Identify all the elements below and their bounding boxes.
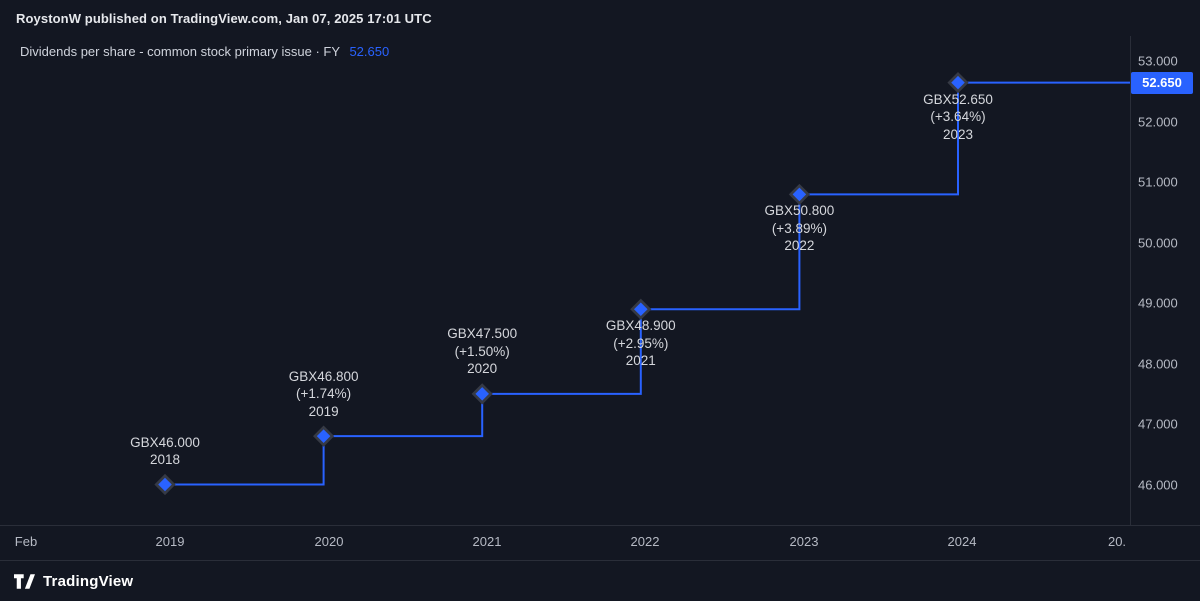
price-tick-53.000: 53.000 [1138, 53, 1178, 69]
data-point-marker-2022[interactable] [788, 183, 811, 206]
series-current-value: 52.650 [349, 44, 390, 59]
price-axis-separator [1130, 36, 1131, 525]
marker-diamond [316, 429, 331, 443]
point-label-2018: GBX46.000 2018 [130, 434, 200, 468]
marker-diamond [792, 187, 807, 202]
price-tick-47.000: 47.000 [1138, 416, 1178, 432]
price-tick-51.000: 51.000 [1138, 174, 1178, 190]
price-tick-50.000: 50.000 [1138, 235, 1178, 251]
footer-bar: TradingView [0, 561, 1200, 601]
time-tick-2023: 2023 [789, 534, 819, 549]
marker-diamond [475, 387, 489, 401]
data-point-marker-2018[interactable] [154, 473, 176, 496]
time-tick-2021: 2021 [472, 534, 502, 549]
attribution-bar: RoystonW published on TradingView.com, J… [0, 0, 1200, 36]
point-label-2021: GBX48.900 (+2.95%) 2021 [605, 318, 676, 369]
data-point-marker-2020[interactable] [471, 383, 493, 405]
time-tick-Feb: Feb [14, 534, 38, 549]
time-tick-2020: 2020 [314, 534, 344, 549]
marker-diamond [634, 302, 648, 317]
time-tick-2022: 2022 [630, 534, 660, 549]
data-point-marker-2023[interactable] [947, 72, 969, 94]
price-tick-48.000: 48.000 [1138, 356, 1178, 372]
data-point-marker-2019[interactable] [312, 425, 335, 447]
point-label-2023: GBX52.650 (+3.64%) 2023 [923, 91, 993, 142]
time-tick-20: 20. [1107, 534, 1127, 549]
marker-diamond [951, 75, 965, 90]
price-tick-46.000: 46.000 [1138, 477, 1178, 492]
point-label-2020: GBX47.500 (+1.50%) 2020 [447, 326, 518, 377]
chart-legend[interactable]: Dividends per share - common stock prima… [20, 44, 389, 59]
attribution-text: RoystonW published on TradingView.com, J… [16, 10, 432, 26]
time-tick-2019: 2019 [155, 534, 185, 549]
price-tick-52.000: 52.000 [1138, 114, 1178, 130]
tradingview-brand-text[interactable]: TradingView [43, 572, 134, 590]
data-point-marker-2021[interactable] [630, 298, 652, 320]
point-label-2019: GBX46.800 (+1.74%) 2019 [288, 368, 359, 419]
price-tick-49.000: 49.000 [1138, 295, 1178, 311]
point-label-2022: GBX50.800 (+3.89%) 2022 [764, 203, 835, 254]
last-price-label: 52.650 [1131, 71, 1193, 94]
time-tick-2024: 2024 [947, 534, 977, 549]
footer-separator [0, 560, 1200, 561]
tradingview-logo-icon[interactable] [14, 573, 35, 589]
last-price-label-text: 52.650 [1142, 75, 1182, 91]
marker-diamond [158, 477, 172, 492]
series-title: Dividends per share - common stock prima… [20, 44, 340, 59]
time-axis-separator [0, 525, 1200, 526]
